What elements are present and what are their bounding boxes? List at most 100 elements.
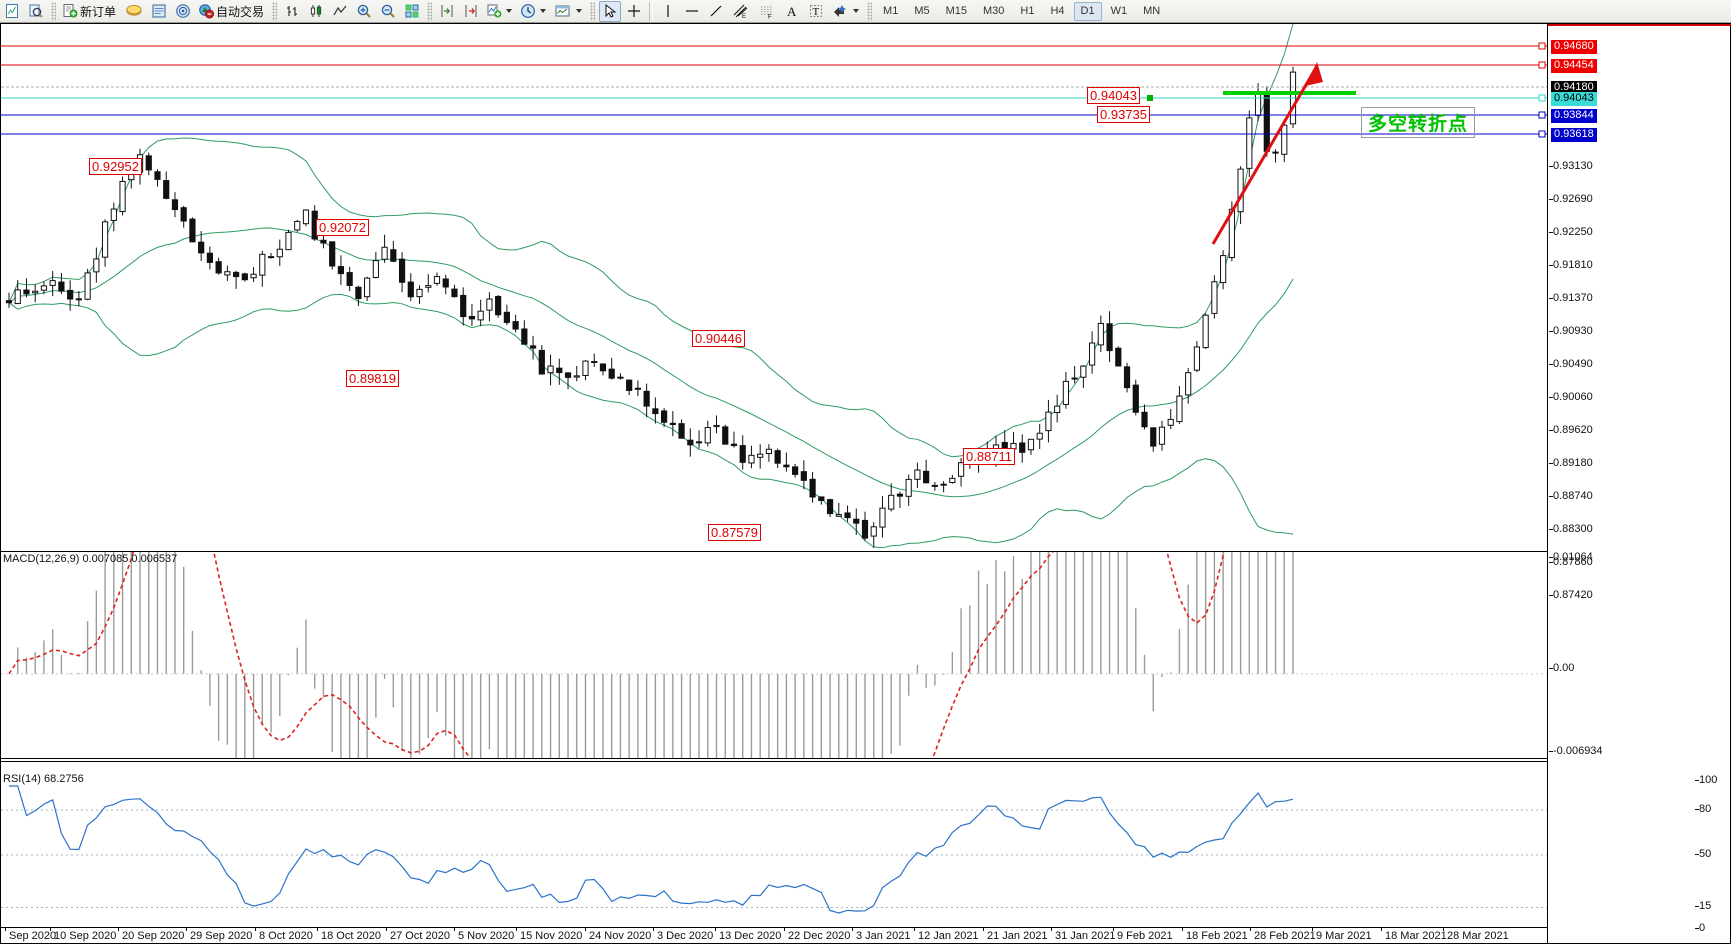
date-label: 13 Dec 2020 — [719, 930, 782, 942]
support-level-lower[interactable]: 0.93618 — [1551, 128, 1597, 142]
fractal-price-label[interactable]: 0.88711 — [963, 448, 1016, 465]
pane-separator-1 — [1, 551, 1547, 552]
price-tick: 0.88300 — [1549, 523, 1593, 535]
timeframe-m30[interactable]: M30 — [983, 5, 1005, 17]
price-tick: 0.89620 — [1549, 424, 1593, 436]
price-scale[interactable]: 0.93130 0.92690 0.92250 0.91810 0.91370 0.909… — [1547, 24, 1731, 934]
auto-trading-button[interactable]: 自动交易 — [196, 1, 268, 22]
fractal-price-label[interactable]: 0.87579 — [708, 524, 761, 541]
macd-pane[interactable] — [1, 552, 1547, 758]
timeframe-m15[interactable]: M15 — [945, 5, 967, 17]
date-label: 3 Jan 2021 — [856, 930, 911, 942]
date-label: 10 Sep 2020 — [54, 930, 117, 942]
price-tick: 0.92690 — [1549, 193, 1593, 205]
date-tick — [585, 928, 586, 931]
zoom-out-icon[interactable] — [377, 1, 399, 22]
pane-separator-3 — [1, 761, 1547, 762]
profiles-icon[interactable] — [25, 1, 47, 22]
date-tick — [1381, 928, 1382, 931]
data-window-icon[interactable] — [148, 1, 170, 22]
rsi-tick: 100 — [1694, 774, 1718, 786]
pane-separator-2 — [1, 758, 1547, 759]
chevron-down-icon-4[interactable] — [853, 9, 860, 13]
fractal-price-label[interactable]: 0.90446 — [692, 330, 745, 347]
price-scale-divider — [1547, 24, 1548, 943]
macd-plot — [1, 552, 1547, 758]
date-tick — [1051, 928, 1052, 931]
resistance-level-lower[interactable]: 0.94454 — [1551, 59, 1597, 73]
timeframe-m5[interactable]: M5 — [914, 5, 930, 17]
text-label-icon[interactable]: T — [805, 1, 827, 22]
support-level-upper[interactable]: 0.93844 — [1551, 109, 1597, 123]
market-watch-icon[interactable] — [122, 1, 146, 22]
text-icon[interactable]: A — [781, 1, 803, 22]
date-tick — [983, 928, 984, 931]
date-tick — [1182, 928, 1183, 931]
macd-tick: 0.00 — [1548, 662, 1575, 674]
equidistant-channel-icon[interactable]: E — [729, 1, 753, 22]
indicators-icon[interactable] — [484, 1, 516, 22]
rsi-pane[interactable] — [1, 762, 1547, 927]
date-label: 28 Mar 2021 — [1447, 930, 1509, 942]
timeframe-d1[interactable]: D1 — [1073, 1, 1102, 21]
vertical-line-icon[interactable] — [657, 1, 679, 22]
chart-shift-icon[interactable] — [436, 1, 458, 22]
date-label: 18 Feb 2021 — [1186, 930, 1248, 942]
zoom-in-icon[interactable] — [353, 1, 375, 22]
templates-icon[interactable] — [552, 1, 586, 22]
price-pane[interactable] — [1, 24, 1547, 551]
fibonacci-retracement-icon[interactable]: F — [755, 1, 779, 22]
timeframe-w1[interactable]: W1 — [1110, 5, 1128, 17]
arrows-icon[interactable] — [829, 1, 863, 22]
last-price-label[interactable]: 0.94180 — [1551, 81, 1597, 95]
bid-price-label[interactable]: 0.94043 — [1551, 92, 1597, 106]
bar-chart-icon[interactable] — [281, 1, 303, 22]
date-tick — [1113, 928, 1114, 931]
chevron-down-icon-2[interactable] — [540, 9, 547, 13]
timeframe-mn[interactable]: MN — [1143, 5, 1161, 17]
rsi-tick: 15 — [1694, 900, 1712, 912]
date-tick — [653, 928, 654, 931]
timeframe-m1[interactable]: M1 — [883, 5, 899, 17]
fractal-price-label[interactable]: 0.89819 — [346, 370, 399, 387]
tile-windows-icon[interactable] — [401, 1, 423, 22]
price-tick: 0.93130 — [1549, 160, 1593, 172]
fractal-price-label[interactable]: 0.94043 — [1087, 87, 1140, 104]
price-tick: 0.91370 — [1549, 292, 1593, 304]
price-tick: 0.90060 — [1549, 391, 1593, 403]
date-tick — [1312, 928, 1313, 931]
fractal-price-label[interactable]: 0.93735 — [1097, 106, 1150, 123]
fractal-price-label[interactable]: 0.92952 — [89, 158, 142, 175]
timeframe-h1[interactable]: H1 — [1020, 5, 1035, 17]
rsi-tick: 0 — [1694, 922, 1706, 934]
trendline-icon[interactable] — [705, 1, 727, 22]
resistance-level-upper[interactable]: 0.94680 — [1551, 40, 1597, 54]
rsi-line — [9, 785, 1294, 914]
auto-scroll-icon[interactable] — [460, 1, 482, 22]
date-label: 9 Mar 2021 — [1316, 930, 1372, 942]
chart-annotation-text[interactable]: 多空转折点 — [1361, 107, 1476, 138]
date-tick — [186, 928, 187, 931]
candlestick-chart-icon[interactable] — [305, 1, 327, 22]
new-chart-icon[interactable] — [1, 1, 23, 22]
navigator-icon[interactable] — [172, 1, 194, 22]
cursor-icon[interactable] — [599, 0, 622, 22]
toolbar-separator-5 — [649, 1, 654, 21]
periods-icon[interactable] — [518, 1, 550, 22]
date-tick — [386, 928, 387, 931]
crosshair-icon[interactable] — [623, 1, 645, 22]
horizontal-line-icon[interactable] — [681, 1, 703, 22]
macd-tick: 0.01064 — [1549, 551, 1593, 563]
chevron-down-icon[interactable] — [506, 9, 513, 13]
main-toolbar: 新订单 自动交易 — [0, 0, 1731, 23]
date-label: 31 Jan 2021 — [1055, 930, 1116, 942]
toolbar-separator-6 — [867, 1, 873, 21]
timeframe-h4[interactable]: H4 — [1050, 5, 1065, 17]
chevron-down-icon-3[interactable] — [576, 9, 583, 13]
line-chart-icon[interactable] — [329, 1, 351, 22]
rsi-plot — [1, 785, 1547, 914]
date-tick — [516, 928, 517, 931]
new-order-button[interactable]: 新订单 — [60, 1, 120, 22]
fractal-price-label[interactable]: 0.92072 — [316, 219, 369, 236]
date-axis[interactable]: Sep 2020 10 Sep 2020 20 Sep 2020 29 Sep 202… — [1, 927, 1547, 944]
